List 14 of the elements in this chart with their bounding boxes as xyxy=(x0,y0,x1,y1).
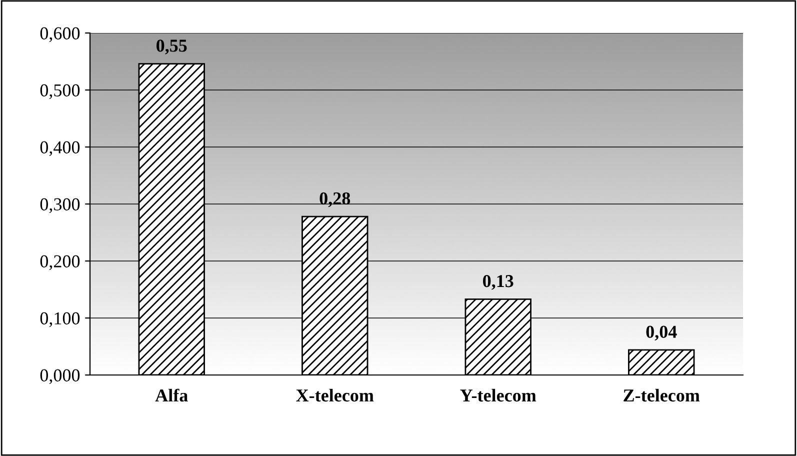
y-tick-label: 0,500 xyxy=(40,84,80,100)
y-tick-label: 0,400 xyxy=(40,141,80,156)
x-tick-label: Alfa xyxy=(155,388,188,402)
data-label: 0,04 xyxy=(646,326,677,341)
y-tick-label: 0,100 xyxy=(40,312,80,328)
x-tick-label: Z-telecom xyxy=(624,388,700,402)
y-tick-label: 0,200 xyxy=(40,255,80,270)
data-label: 0,13 xyxy=(483,275,514,290)
y-tick-label: 0,600 xyxy=(40,27,80,42)
y-tick-label: 0,300 xyxy=(40,198,80,214)
x-tick-label: X-telecom xyxy=(296,388,374,402)
x-tick-label: Y-telecom xyxy=(460,388,536,402)
y-tick-label: 0,000 xyxy=(40,369,80,384)
data-label: 0,55 xyxy=(156,40,187,54)
